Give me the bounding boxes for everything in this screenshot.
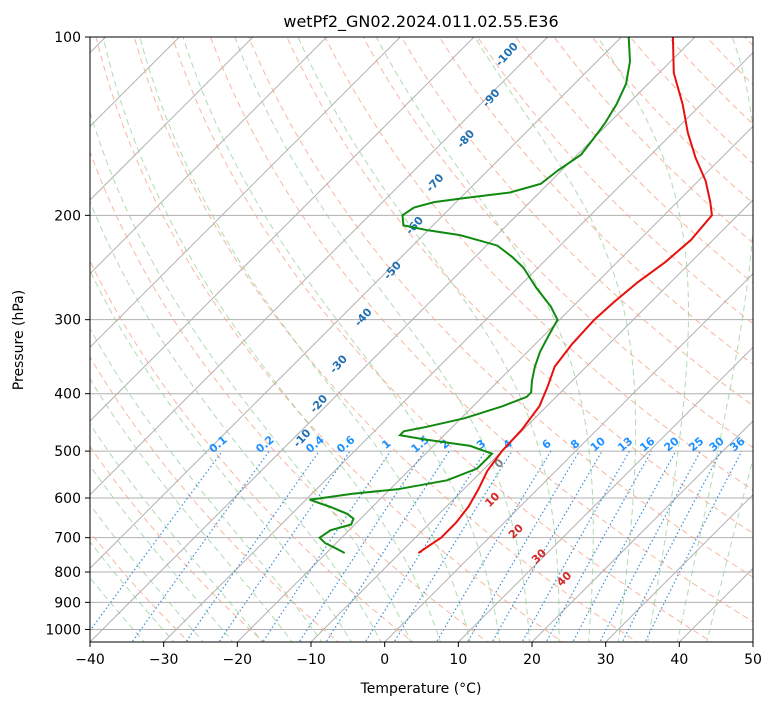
dry-adiabat-line (477, 37, 753, 325)
y-tick-label: 100 (54, 30, 81, 46)
moist-adiabat-line (706, 457, 753, 642)
x-tick-label: −10 (296, 652, 326, 668)
y-axis-label: Pressure (hPa) (11, 290, 27, 390)
x-tick-label: 10 (449, 652, 467, 668)
isotherm-line (531, 420, 753, 642)
y-tick-label: 600 (54, 491, 81, 507)
dry-adiabat-line (324, 37, 753, 491)
x-tick-label: 30 (597, 652, 615, 668)
plot-frame (89, 36, 754, 643)
isotherm-line (90, 37, 549, 496)
mixing-ratio-line (262, 450, 392, 642)
mixing-ratio-line (364, 450, 486, 642)
isotherm-line (90, 37, 254, 201)
isotherm-line (236, 125, 753, 642)
dewpoint-line (309, 37, 632, 554)
y-tick-label: 900 (54, 595, 81, 611)
moist-adiabat-line (474, 37, 637, 642)
mixing-ratio-line (218, 450, 351, 642)
mixing-ratio-line (466, 450, 580, 642)
moist-adiabat-line (90, 377, 293, 642)
isotherm-line (163, 51, 753, 642)
x-axis-label: Temperature (°C) (360, 681, 482, 697)
dry-adiabat-line (133, 37, 638, 642)
x-tick-label: 40 (670, 652, 688, 668)
mixing-ratio-lines (90, 450, 743, 642)
moist-adiabat-line (182, 37, 501, 642)
moist-adiabat-line (102, 37, 441, 642)
chart-title: wetPf2_GN02.2024.011.02.55.E36 (283, 12, 558, 32)
mixing-ratio-line (325, 450, 450, 642)
moist-adiabat-line (90, 110, 412, 642)
moist-adiabat-line (375, 37, 594, 642)
dry-adiabat-line (90, 259, 414, 642)
mixing-ratio-line (393, 450, 513, 642)
isotherm-line (605, 493, 753, 642)
y-tick-label: 200 (54, 208, 81, 224)
moist-adiabat-line (90, 503, 204, 642)
isotherm-line (457, 346, 753, 642)
y-tick-label: 300 (54, 313, 81, 329)
mixing-ratio-line (185, 450, 320, 642)
dry-adiabat-line (248, 37, 753, 578)
moist-adiabat-line (297, 37, 560, 642)
dry-adiabat-line (400, 37, 753, 407)
dry-adiabat-line (362, 37, 753, 449)
x-axis: −40 −30 −20 −10 0 10 20 30 40 50 (75, 642, 762, 668)
isotherm-line (384, 272, 753, 642)
y-tick-label: 700 (54, 531, 81, 547)
moist-adiabat-line (90, 423, 264, 642)
mixing-ratio-line (621, 450, 722, 642)
isobar-grid (90, 37, 753, 630)
dry-adiabat-line (171, 37, 713, 642)
y-axis: 100 200 300 400 500 600 700 800 900 1000 (45, 30, 90, 638)
dry-adiabat-line (95, 37, 564, 642)
mixing-ratio-line (90, 450, 223, 632)
x-tick-label: 20 (523, 652, 541, 668)
isotherm-line (90, 37, 475, 422)
moist-adiabat-line (90, 464, 234, 642)
y-tick-label: 1000 (45, 622, 81, 638)
isotherm-line (90, 37, 401, 349)
mixing-ratio-line (131, 450, 270, 642)
x-tick-label: 0 (380, 652, 389, 668)
dry-adiabat-line (438, 37, 753, 366)
mixing-ratio-line (599, 450, 702, 642)
mixing-ratio-line (572, 450, 677, 642)
moist-adiabat-line (676, 37, 753, 642)
moist-adiabat-line (597, 37, 689, 642)
isotherm-line (90, 37, 328, 275)
isotherm-line (90, 37, 622, 570)
y-tick-label: 500 (54, 444, 81, 460)
y-tick-label: 800 (54, 565, 81, 581)
dry-adiabat-line (210, 37, 753, 623)
y-tick-label: 400 (54, 387, 81, 403)
x-tick-label: 50 (744, 652, 762, 668)
mixing-ratio-line (298, 450, 425, 642)
dry-adiabat-line (90, 445, 265, 642)
x-tick-label: −20 (223, 652, 253, 668)
moist-adiabats (90, 37, 753, 642)
isotherm-line (310, 199, 753, 642)
moist-adiabat-line (90, 200, 382, 642)
temperature-line (417, 37, 713, 554)
x-tick-label: −40 (75, 652, 105, 668)
x-tick-label: −30 (149, 652, 179, 668)
moist-adiabat-line (234, 37, 530, 642)
